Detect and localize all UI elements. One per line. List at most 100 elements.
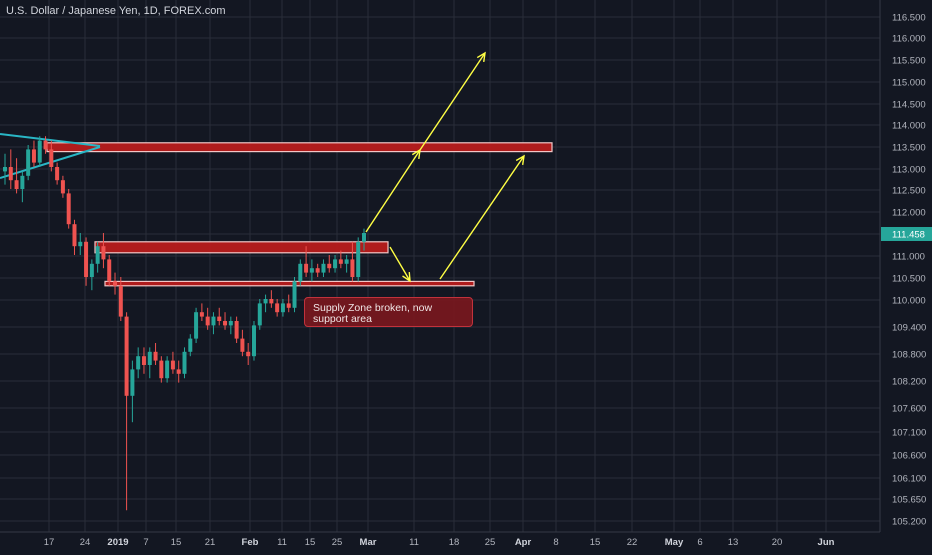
time-tick-label: 18 xyxy=(449,537,460,548)
candle-body xyxy=(217,316,222,321)
candle-body xyxy=(141,356,146,365)
price-tick-label: 110.000 xyxy=(892,296,926,307)
zone-rect xyxy=(104,280,475,287)
candle-body xyxy=(20,175,25,189)
candle-body xyxy=(188,338,193,352)
candle-body xyxy=(31,149,36,163)
projection-arrow xyxy=(365,149,421,233)
candle-body xyxy=(350,259,355,277)
candle-body xyxy=(101,246,106,260)
candle-body xyxy=(136,356,141,370)
candle-body xyxy=(333,259,338,269)
candle-body xyxy=(304,263,309,273)
candle-body xyxy=(130,369,135,396)
candle-body xyxy=(344,259,349,264)
price-tick-label: 107.600 xyxy=(892,404,926,415)
time-tick-label: 15 xyxy=(171,537,182,548)
time-tick-label: 21 xyxy=(205,537,216,548)
time-tick-label: 24 xyxy=(80,537,91,548)
candle-body xyxy=(298,263,303,282)
projection-arrow xyxy=(439,155,525,280)
price-tick-label: 106.100 xyxy=(892,474,926,485)
candle-body xyxy=(72,224,77,247)
candle-body xyxy=(321,263,326,273)
price-tick-label: 113.000 xyxy=(892,165,926,176)
time-tick-label: 15 xyxy=(305,537,316,548)
candle-body xyxy=(309,268,314,273)
candle-body xyxy=(89,263,94,277)
candle-body xyxy=(199,312,204,317)
candle-body xyxy=(37,140,42,163)
candle-body xyxy=(66,193,71,225)
price-tick-label: 114.500 xyxy=(892,100,926,111)
candle-body xyxy=(153,351,158,361)
candle-body xyxy=(362,233,366,242)
candle-body xyxy=(78,241,83,247)
price-tick-label: 108.200 xyxy=(892,377,926,388)
candle-body xyxy=(8,167,13,181)
time-tick-label: 20 xyxy=(772,537,783,548)
price-tick-label: 111.000 xyxy=(892,252,925,263)
candle-body xyxy=(84,241,89,277)
candle-body xyxy=(228,321,233,326)
candle-body xyxy=(159,360,164,379)
candle-body xyxy=(240,338,245,352)
candle-body xyxy=(292,281,297,308)
projection-arrow xyxy=(389,246,411,282)
candle-body xyxy=(49,149,54,167)
time-tick-label: 2019 xyxy=(107,537,128,548)
arrow-head xyxy=(476,51,486,63)
price-tick-label: 116.000 xyxy=(892,34,926,45)
candle-body xyxy=(43,140,48,150)
candle-body xyxy=(280,303,285,313)
candle-body xyxy=(107,259,112,282)
candle-body xyxy=(170,360,175,370)
candle-body xyxy=(118,285,123,317)
time-tick-label: 13 xyxy=(728,537,739,548)
annotation-note[interactable]: Supply Zone broken, now support area xyxy=(304,297,473,327)
time-tick-label: 22 xyxy=(627,537,638,548)
price-tick-label: 112.500 xyxy=(892,186,926,197)
price-tick-label: 114.000 xyxy=(892,121,926,132)
candle-body xyxy=(275,303,280,313)
candle-body xyxy=(315,268,320,273)
candle-body xyxy=(26,149,31,176)
time-tick-label: May xyxy=(665,537,684,548)
arrow-head xyxy=(515,154,525,166)
price-tick-label: 112.000 xyxy=(892,208,926,219)
price-tick-label: 113.500 xyxy=(892,143,926,154)
price-tick-label: 106.600 xyxy=(892,451,926,462)
time-tick-label: 25 xyxy=(332,537,343,548)
last-price-label: 111.458 xyxy=(892,230,925,241)
candle-body xyxy=(356,241,361,277)
last-price-tag xyxy=(881,227,932,241)
time-tick-label: 11 xyxy=(409,537,419,548)
candle-body xyxy=(338,259,343,264)
candle-body xyxy=(14,180,19,189)
candle-body xyxy=(124,316,129,396)
candle-body xyxy=(194,312,199,339)
candle-body xyxy=(257,303,262,326)
candle-body xyxy=(269,299,274,304)
time-tick-label: 15 xyxy=(590,537,601,548)
price-tick-label: 105.200 xyxy=(892,517,926,528)
candle-body xyxy=(211,316,216,326)
candle-body xyxy=(263,299,268,304)
candle-body xyxy=(176,369,181,374)
price-tick-label: 109.400 xyxy=(892,323,926,334)
candle-body xyxy=(113,281,118,286)
candle-layer xyxy=(3,136,366,511)
price-tick-label: 115.500 xyxy=(892,56,926,67)
candle-body xyxy=(223,321,228,326)
time-tick-label: 11 xyxy=(277,537,287,548)
time-tick-label: 6 xyxy=(697,537,702,548)
candle-body xyxy=(147,351,152,365)
price-tick-label: 105.650 xyxy=(892,495,926,506)
candle-body xyxy=(286,303,291,308)
candle-body xyxy=(95,246,100,264)
grid-layer xyxy=(0,0,880,532)
chart-title: U.S. Dollar / Japanese Yen, 1D, FOREX.co… xyxy=(6,5,226,17)
